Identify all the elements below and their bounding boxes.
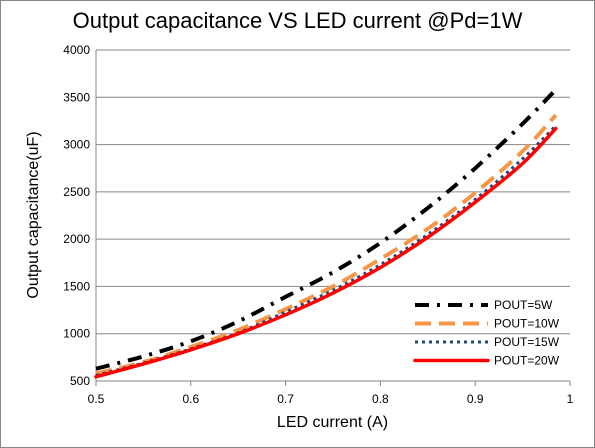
x-tick-label: 0.9 bbox=[467, 392, 484, 406]
y-tick-label: 3500 bbox=[63, 90, 90, 104]
series-lines bbox=[94, 88, 558, 379]
x-tick-label: 0.7 bbox=[277, 392, 294, 406]
x-tick-label: 1 bbox=[567, 392, 574, 406]
y-tick-label: 500 bbox=[70, 374, 90, 388]
x-tick-label: 0.5 bbox=[88, 392, 105, 406]
y-tick-label: 4000 bbox=[63, 43, 90, 57]
chart-title: Output capacitance VS LED current @Pd=1W bbox=[72, 8, 523, 33]
y-tick-label: 2500 bbox=[63, 185, 90, 199]
series-line-4 bbox=[94, 126, 558, 379]
y-tick-label: 3000 bbox=[63, 138, 90, 152]
x-tick-label: 0.6 bbox=[182, 392, 199, 406]
plot-background bbox=[96, 50, 570, 381]
legend-label-1: POUT=5W bbox=[494, 298, 553, 312]
legend-label-2: POUT=10W bbox=[494, 317, 560, 331]
x-axis-label: LED current (A) bbox=[276, 414, 389, 431]
legend-label-3: POUT=15W bbox=[494, 335, 560, 349]
legend: POUT=5W POUT=10W POUT=15W POUT=20W bbox=[413, 298, 560, 368]
y-tick-label: 1000 bbox=[63, 327, 90, 341]
x-tick-label: 0.8 bbox=[372, 392, 389, 406]
legend-label-4: POUT=20W bbox=[494, 354, 560, 368]
y-tick-label: 2000 bbox=[63, 232, 90, 246]
axes: 500 1000 1500 2000 2500 3000 3500 4000 0.5 0.6 0.7… bbox=[63, 43, 573, 406]
y-tick-label: 1500 bbox=[63, 279, 90, 293]
